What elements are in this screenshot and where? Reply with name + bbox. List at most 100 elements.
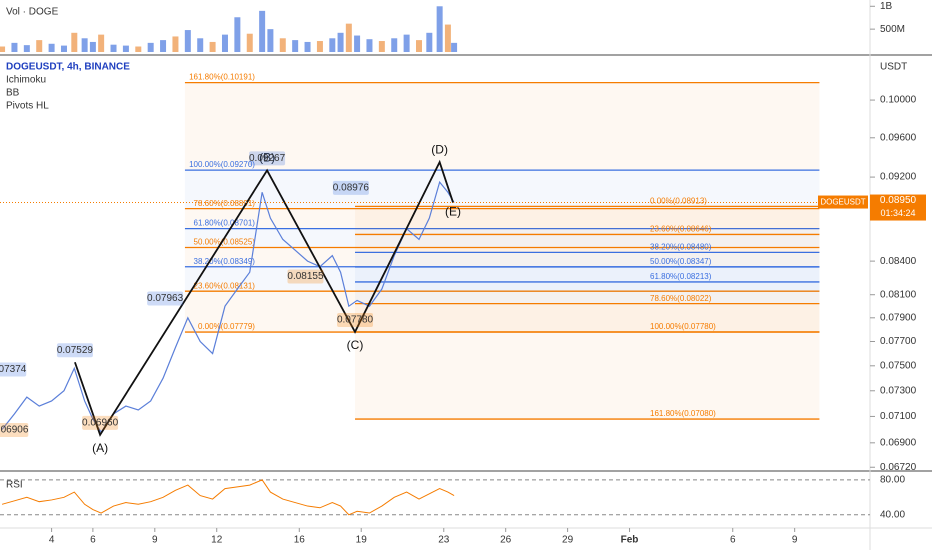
y-tick-label: 0.07100 [880, 411, 917, 422]
wave-label: (C) [347, 338, 364, 352]
volume-bar [234, 17, 241, 53]
volume-bar [71, 32, 78, 52]
price-box [249, 151, 286, 166]
y-tick-label: 500M [880, 24, 905, 35]
volume-bar [221, 34, 228, 52]
volume-bar [444, 24, 451, 52]
x-tick-label: 9 [152, 535, 158, 546]
countdown: 01:34:24 [880, 208, 915, 218]
wave-label: (E) [445, 205, 461, 219]
y-tick-label: 0.07700 [880, 336, 917, 347]
price-box [82, 415, 119, 430]
volume-bar [184, 30, 191, 52]
volume-bar [209, 41, 216, 52]
symbol-tag-text: DOGEUSDT [820, 198, 865, 207]
price-box [337, 312, 374, 327]
volume-title: Vol · DOGE [6, 7, 59, 18]
volume-bar [267, 29, 274, 52]
x-tick-label: 4 [49, 535, 55, 546]
fib-band [355, 206, 820, 235]
fib-label: 38.20%(0.08480) [650, 242, 712, 251]
fib-band [355, 234, 820, 253]
y-tick-label: 0.07500 [880, 360, 917, 371]
volume-bar [135, 46, 142, 52]
price-tag [870, 194, 926, 221]
volume-bar [48, 43, 55, 52]
price-box [0, 423, 29, 438]
x-tick-label: Feb [621, 535, 639, 546]
fib-label: 0.00%(0.08913) [650, 196, 707, 205]
volume-bar [81, 38, 88, 52]
volume-bar [172, 36, 179, 52]
volume-bar [23, 45, 30, 52]
wave-label: (A) [92, 441, 108, 455]
volume-bar [292, 40, 299, 52]
fib-label: 100.00%(0.09270) [189, 160, 255, 169]
volume-bar [122, 45, 129, 52]
volume-bar [36, 40, 43, 52]
symbol-tag [818, 195, 868, 209]
fib-label: 23.60%(0.08131) [194, 281, 256, 290]
volume-bar [329, 38, 336, 52]
fib-band [184, 170, 820, 209]
volume-bar [366, 39, 373, 52]
volume-bar [451, 42, 458, 52]
fib-band [355, 281, 820, 304]
volume-bar [416, 40, 423, 52]
volume-bar [246, 33, 253, 52]
price-label: 0.07374 [0, 364, 27, 375]
volume-bar [403, 34, 410, 52]
y-tick-label: 1B [880, 1, 893, 12]
fib-band [184, 208, 820, 229]
price-label: 0.09267 [249, 153, 286, 164]
price-tag-text: 0.08950 [880, 195, 917, 206]
y-tick-label: 0.08100 [880, 289, 917, 300]
x-tick-label: 29 [562, 535, 574, 546]
y-tick-label: 0.07300 [880, 385, 917, 396]
symbol-title: DOGEUSDT, 4h, BINANCE [6, 62, 130, 73]
x-tick-label: 12 [211, 535, 223, 546]
volume-bar [304, 41, 311, 52]
fib-band [184, 266, 820, 292]
x-tick-label: 6 [730, 535, 736, 546]
volume-bar [0, 46, 6, 52]
volume-bar [378, 41, 385, 52]
rsi-line [1, 479, 455, 516]
close-line [1, 180, 455, 434]
wave-label: (B) [259, 151, 275, 165]
price-label: 0.08155 [287, 271, 324, 282]
fib-band [184, 82, 820, 171]
fib-label: 50.00%(0.08525) [194, 238, 256, 247]
fib-label: 100.00%(0.07780) [650, 322, 716, 331]
fib-label: 0.00%(0.07779) [198, 322, 255, 331]
price-label: 0.08976 [333, 183, 370, 194]
volume-bar [345, 23, 352, 52]
volume-bar [11, 42, 18, 52]
fib-label: 161.80%(0.10191) [189, 73, 255, 82]
x-tick-label: 19 [356, 535, 368, 546]
fib-label: 38.20%(0.08349) [194, 257, 256, 266]
axis-label: USDT [880, 62, 907, 73]
indicator: Pivots HL [6, 101, 49, 112]
price-label: 0.07529 [57, 345, 94, 356]
price-box [56, 343, 93, 358]
volume-bar [436, 6, 443, 53]
price-box [147, 291, 184, 306]
y-tick-label: 0.06720 [880, 462, 917, 473]
y-tick-label: 80.00 [880, 474, 905, 485]
x-tick-label: 16 [294, 535, 306, 546]
y-tick-label: 0.09600 [880, 132, 917, 143]
price-label: 0.06960 [82, 417, 119, 428]
volume-bar [279, 38, 286, 52]
volume-bar [259, 10, 266, 52]
fib-label: 23.60%(0.08646) [650, 225, 712, 234]
y-tick-label: 0.08400 [880, 256, 917, 267]
price-label: 0.06906 [0, 425, 29, 436]
wave-label: (D) [431, 142, 448, 156]
y-tick-label: 0.09200 [880, 172, 917, 183]
x-tick-label: 23 [438, 535, 450, 546]
volume-bar [160, 40, 167, 52]
fib-label: 78.60%(0.08022) [650, 294, 712, 303]
volume-bar [426, 32, 433, 52]
zigzag [74, 159, 454, 437]
